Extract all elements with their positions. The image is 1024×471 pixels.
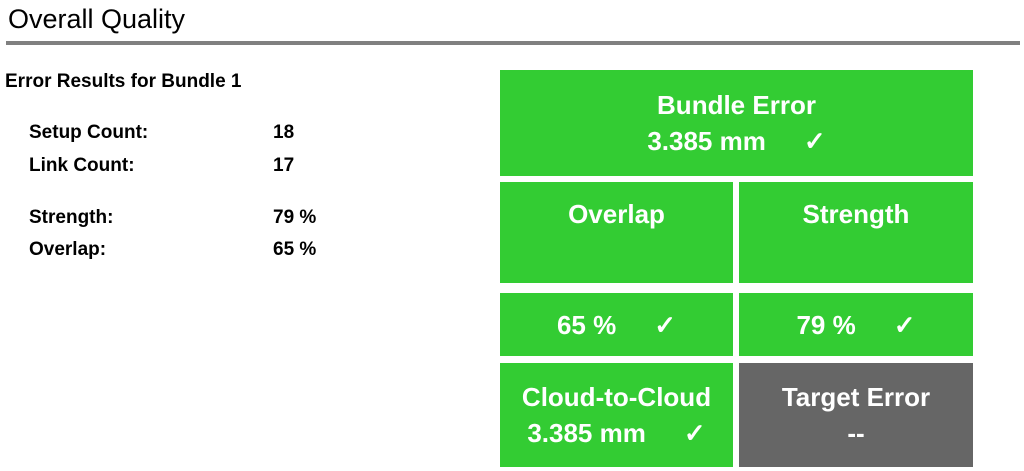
check-icon: ✓ (683, 418, 706, 448)
link-count-value: 17 (273, 155, 295, 176)
check-icon: ✓ (803, 126, 826, 156)
strength-label: Strength: (29, 207, 114, 228)
setup-count-value: 18 (273, 122, 295, 143)
summary-title: Error Results for Bundle 1 (5, 71, 242, 92)
check-icon: ✓ (654, 309, 677, 340)
bundle-error-tile: Bundle Error 3.385 mm ✓ (500, 70, 973, 176)
target-error-label: Target Error (781, 382, 931, 412)
page-title: Overall Quality (8, 4, 186, 34)
overlap-tile-value: 65 % (556, 309, 617, 340)
strength-value-tile: 79 % ✓ (739, 293, 973, 356)
strength-value: 79 % (273, 207, 317, 228)
overlap-tile: Overlap (500, 182, 733, 283)
overlap-tile-label: Overlap (568, 199, 665, 229)
check-icon: ✓ (893, 309, 916, 340)
overlap-value: 65 % (273, 239, 317, 260)
bundle-error-value: 3.385 mm (647, 126, 766, 156)
target-error-value: -- (847, 418, 865, 448)
setup-count-label: Setup Count: (29, 122, 149, 143)
strength-tile-label: Strength (802, 199, 910, 229)
cloud-to-cloud-label: Cloud-to-Cloud (521, 382, 712, 412)
target-error-tile: Target Error -- (739, 363, 973, 467)
strength-tile-value: 79 % (796, 309, 856, 340)
cloud-to-cloud-tile: Cloud-to-Cloud 3.385 mm ✓ (500, 363, 733, 467)
bundle-error-label: Bundle Error (657, 90, 816, 120)
title-divider (6, 41, 1020, 45)
strength-tile: Strength (739, 182, 973, 283)
overlap-value-tile: 65 % ✓ (500, 293, 733, 356)
cloud-to-cloud-value: 3.385 mm (527, 418, 646, 448)
overlap-label: Overlap: (29, 239, 107, 260)
link-count-label: Link Count: (29, 155, 135, 176)
